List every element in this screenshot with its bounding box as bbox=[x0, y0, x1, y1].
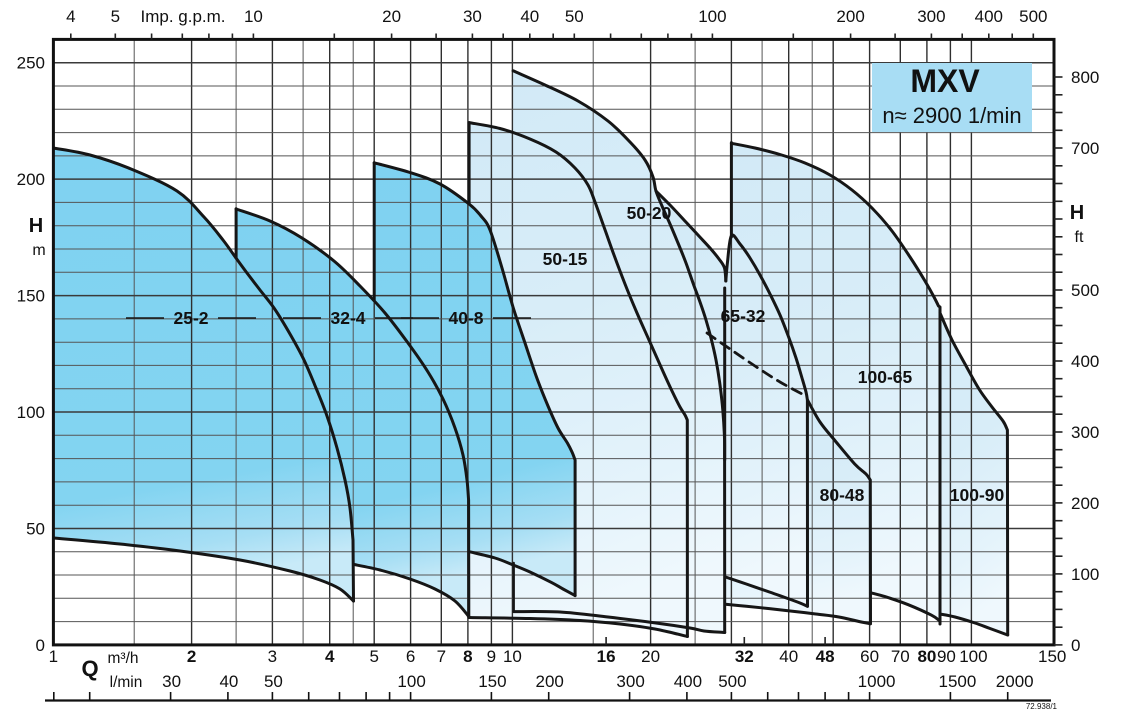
svg-text:200: 200 bbox=[1071, 494, 1099, 513]
svg-text:100: 100 bbox=[1071, 565, 1099, 584]
svg-text:60: 60 bbox=[860, 647, 879, 666]
svg-text:n≈ 2900 1/min: n≈ 2900 1/min bbox=[882, 103, 1021, 128]
svg-text:5: 5 bbox=[369, 647, 378, 666]
svg-text:300: 300 bbox=[616, 672, 644, 691]
svg-text:400: 400 bbox=[674, 672, 702, 691]
svg-text:10: 10 bbox=[244, 7, 263, 26]
svg-text:40-8: 40-8 bbox=[448, 308, 483, 328]
svg-text:40: 40 bbox=[520, 7, 539, 26]
svg-text:5: 5 bbox=[111, 7, 120, 26]
svg-text:2: 2 bbox=[187, 647, 196, 666]
svg-text:30: 30 bbox=[162, 672, 181, 691]
svg-text:4: 4 bbox=[325, 647, 335, 666]
svg-text:50-15: 50-15 bbox=[543, 249, 588, 269]
svg-text:0: 0 bbox=[36, 636, 45, 655]
svg-text:50-20: 50-20 bbox=[627, 203, 672, 223]
svg-text:MXV: MXV bbox=[910, 63, 980, 99]
svg-text:100: 100 bbox=[17, 403, 45, 422]
svg-text:Q: Q bbox=[81, 656, 98, 681]
svg-text:H: H bbox=[29, 215, 43, 237]
svg-text:800: 800 bbox=[1071, 68, 1099, 87]
svg-text:40: 40 bbox=[219, 672, 238, 691]
svg-text:1000: 1000 bbox=[858, 672, 896, 691]
svg-text:200: 200 bbox=[17, 170, 45, 189]
svg-text:40: 40 bbox=[779, 647, 798, 666]
svg-text:m³/h: m³/h bbox=[108, 650, 139, 667]
svg-text:ft: ft bbox=[1075, 229, 1084, 246]
svg-text:50: 50 bbox=[565, 7, 584, 26]
svg-text:500: 500 bbox=[1071, 281, 1099, 300]
svg-text:70: 70 bbox=[891, 647, 910, 666]
svg-text:m: m bbox=[32, 242, 45, 259]
svg-text:2000: 2000 bbox=[996, 672, 1034, 691]
svg-text:250: 250 bbox=[17, 54, 45, 73]
svg-text:Imp. g.p.m.: Imp. g.p.m. bbox=[140, 7, 225, 26]
svg-text:65-32: 65-32 bbox=[721, 306, 766, 326]
svg-text:80: 80 bbox=[917, 647, 936, 666]
svg-text:1500: 1500 bbox=[938, 672, 976, 691]
svg-text:72.938/1: 72.938/1 bbox=[1026, 702, 1058, 711]
svg-text:32-4: 32-4 bbox=[330, 308, 365, 328]
svg-text:150: 150 bbox=[17, 287, 45, 306]
svg-text:500: 500 bbox=[1019, 7, 1047, 26]
svg-text:32: 32 bbox=[735, 647, 754, 666]
svg-text:700: 700 bbox=[1071, 139, 1099, 158]
svg-text:6: 6 bbox=[406, 647, 415, 666]
svg-text:50: 50 bbox=[264, 672, 283, 691]
svg-text:500: 500 bbox=[718, 672, 746, 691]
svg-text:20: 20 bbox=[641, 647, 660, 666]
svg-text:10: 10 bbox=[503, 647, 522, 666]
svg-text:150: 150 bbox=[1038, 647, 1066, 666]
svg-text:25-2: 25-2 bbox=[173, 308, 208, 328]
svg-text:400: 400 bbox=[1071, 352, 1099, 371]
svg-text:100-90: 100-90 bbox=[950, 485, 1005, 505]
svg-text:4: 4 bbox=[66, 7, 75, 26]
svg-text:l/min: l/min bbox=[110, 674, 143, 691]
svg-text:0: 0 bbox=[1071, 636, 1080, 655]
svg-text:150: 150 bbox=[478, 672, 506, 691]
svg-text:100-65: 100-65 bbox=[858, 367, 913, 387]
svg-text:100: 100 bbox=[959, 647, 987, 666]
svg-text:20: 20 bbox=[382, 7, 401, 26]
svg-text:90: 90 bbox=[937, 647, 956, 666]
svg-text:16: 16 bbox=[597, 647, 616, 666]
svg-text:100: 100 bbox=[397, 672, 425, 691]
svg-text:9: 9 bbox=[487, 647, 496, 666]
svg-text:100: 100 bbox=[698, 7, 726, 26]
svg-text:H: H bbox=[1070, 202, 1084, 224]
svg-text:30: 30 bbox=[463, 7, 482, 26]
svg-text:3: 3 bbox=[268, 647, 277, 666]
svg-text:8: 8 bbox=[463, 647, 472, 666]
svg-text:200: 200 bbox=[536, 672, 564, 691]
svg-text:300: 300 bbox=[1071, 423, 1099, 442]
svg-text:50: 50 bbox=[26, 519, 45, 538]
svg-text:48: 48 bbox=[816, 647, 835, 666]
svg-text:1: 1 bbox=[49, 647, 58, 666]
svg-text:400: 400 bbox=[975, 7, 1003, 26]
svg-text:300: 300 bbox=[917, 7, 945, 26]
svg-text:7: 7 bbox=[437, 647, 446, 666]
svg-text:80-48: 80-48 bbox=[820, 485, 865, 505]
svg-text:200: 200 bbox=[836, 7, 864, 26]
